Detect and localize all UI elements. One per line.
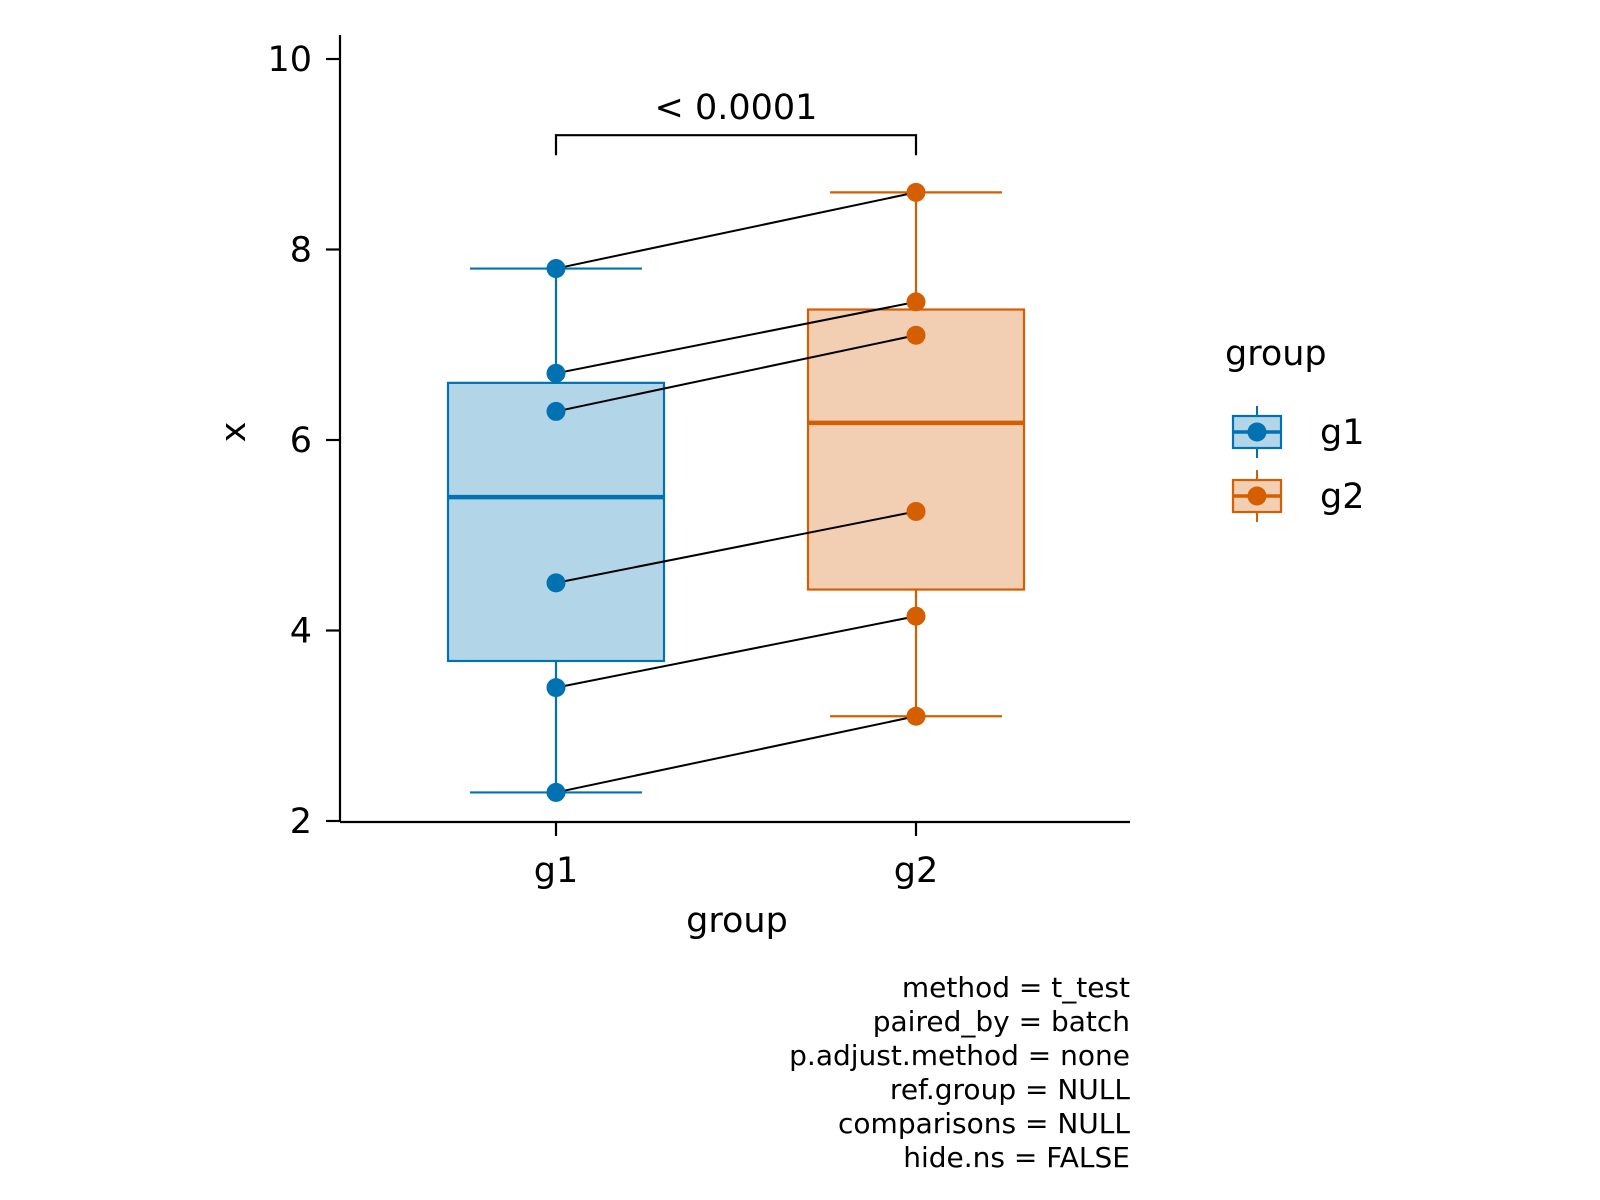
data-point-g1 bbox=[546, 401, 566, 421]
y-tick-label: 6 bbox=[290, 421, 312, 461]
pair-line bbox=[555, 191, 917, 270]
data-point-g1 bbox=[546, 573, 566, 593]
box-g2 bbox=[806, 308, 1026, 591]
legend-entry-g1: g1 bbox=[1231, 406, 1365, 458]
y-tick-label: 2 bbox=[290, 802, 312, 842]
caption-line: ref.group = NULL bbox=[890, 1073, 1130, 1106]
bracket-line bbox=[554, 134, 918, 156]
legend-label-g2: g2 bbox=[1320, 477, 1365, 517]
y-tick-label: 8 bbox=[290, 231, 312, 271]
caption-line: comparisons = NULL bbox=[838, 1107, 1130, 1140]
legend: group g1 g2 bbox=[1225, 334, 1365, 522]
x-axis-title: group bbox=[686, 901, 788, 941]
y-tick-label: 4 bbox=[290, 612, 312, 652]
pair-line bbox=[555, 615, 917, 689]
data-point-g2 bbox=[906, 501, 926, 521]
box-group-g2 bbox=[806, 191, 1026, 718]
caption-line: p.adjust.method = none bbox=[789, 1039, 1130, 1072]
data-point-g2 bbox=[906, 325, 926, 345]
legend-title: group bbox=[1225, 334, 1327, 374]
caption-line: method = t_test bbox=[902, 971, 1130, 1004]
legend-entry-g2: g2 bbox=[1231, 470, 1365, 522]
caption-line: hide.ns = FALSE bbox=[903, 1141, 1130, 1174]
pair-line bbox=[555, 334, 917, 413]
legend-key-point bbox=[1247, 486, 1267, 506]
data-point-g2 bbox=[906, 292, 926, 312]
box-group-g1 bbox=[446, 267, 666, 794]
data-point-g1 bbox=[546, 782, 566, 802]
data-point-g1 bbox=[546, 678, 566, 698]
x-tick-label: g1 bbox=[534, 851, 579, 891]
pair-line bbox=[555, 510, 917, 584]
y-tick-label: 10 bbox=[267, 40, 312, 80]
plot-area: < 0.0001 bbox=[446, 88, 1026, 802]
legend-key-point bbox=[1247, 422, 1267, 442]
pair-line bbox=[555, 715, 917, 794]
caption-line: paired_by = batch bbox=[873, 1005, 1130, 1038]
box-g1 bbox=[446, 381, 666, 663]
data-point-g2 bbox=[906, 182, 926, 202]
x-tick-label: g2 bbox=[894, 851, 939, 891]
y-axis-title: x bbox=[214, 422, 254, 443]
pair-line bbox=[555, 300, 917, 375]
legend-label-g1: g1 bbox=[1320, 413, 1365, 453]
axes: 2 4 6 8 10 g1 g2 bbox=[267, 35, 1130, 891]
data-point-g2 bbox=[906, 606, 926, 626]
p-value-label: < 0.0001 bbox=[655, 88, 818, 128]
data-point-g1 bbox=[546, 363, 566, 383]
data-point-g1 bbox=[546, 259, 566, 279]
significance-bracket: < 0.0001 bbox=[554, 88, 918, 156]
data-point-g2 bbox=[906, 706, 926, 726]
